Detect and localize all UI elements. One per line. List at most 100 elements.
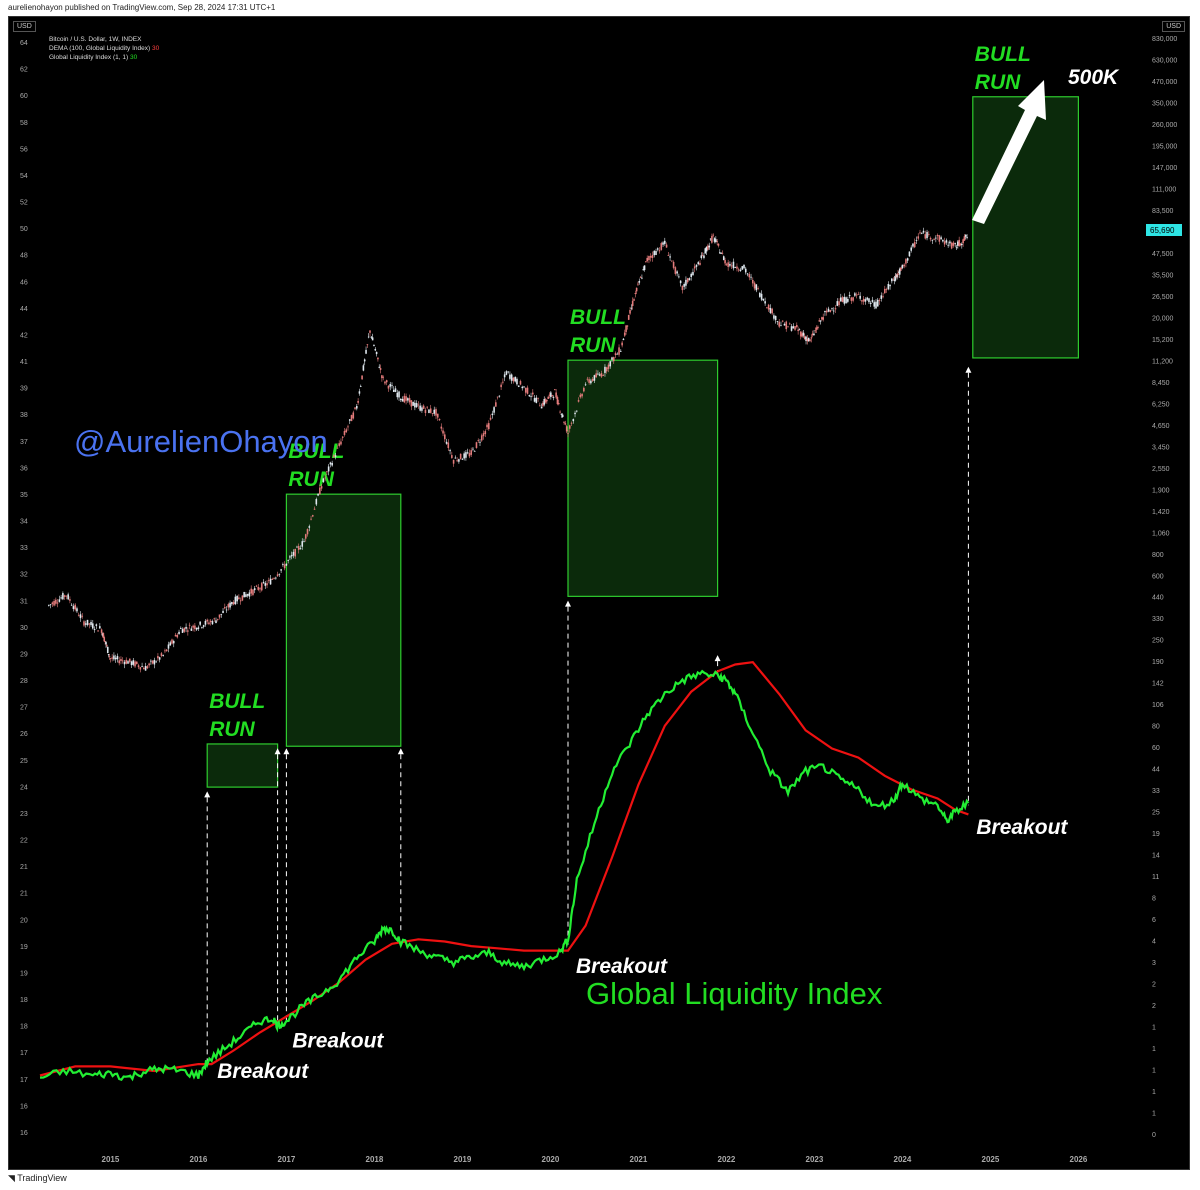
candle-body	[546, 399, 548, 402]
candle-body	[371, 337, 374, 341]
candle-body	[746, 273, 749, 275]
right-tick-label: 83,500	[1152, 208, 1174, 215]
candle-body	[101, 633, 104, 636]
candle-body	[384, 381, 386, 384]
candle-body	[841, 297, 844, 302]
candle-body	[162, 654, 164, 656]
candle-body	[555, 392, 557, 398]
candle-body	[572, 419, 575, 422]
right-tick-label: 1	[1152, 1111, 1156, 1118]
right-currency-label[interactable]: USD	[1162, 21, 1185, 32]
candle-body	[857, 294, 860, 295]
legend-gli[interactable]: Global Liquidity Index (1, 1) 30	[49, 53, 159, 62]
right-tick-label: 147,000	[1152, 165, 1177, 172]
candle-body	[535, 397, 538, 403]
candle-body	[245, 594, 247, 597]
candle-body	[926, 231, 928, 239]
legend-gli-label: Global Liquidity Index (1, 1)	[49, 54, 129, 61]
candle-body	[919, 232, 921, 234]
candle-body	[625, 325, 627, 332]
bull-run-label: RUN	[570, 334, 616, 357]
candle-body	[283, 564, 286, 569]
left-axis: 64 62 60 58 56 54 52 50 48 46 44 42 41 39 38 37 36 35 34 33…	[20, 40, 28, 1137]
right-tick-label: 15,200	[1152, 337, 1174, 344]
candle-body	[847, 299, 849, 302]
candle-body	[958, 239, 960, 246]
candle-body	[533, 398, 536, 402]
legend-symbol[interactable]: Bitcoin / U.S. Dollar, 1W, INDEX	[49, 36, 142, 43]
candle-body	[116, 655, 119, 660]
candle-body	[570, 422, 573, 424]
candle-body	[153, 659, 156, 665]
candle-body	[803, 336, 806, 340]
candle-body	[952, 242, 955, 246]
candle-body	[799, 331, 802, 337]
candle-body	[400, 398, 402, 401]
candle-body	[178, 631, 180, 635]
candle-body	[419, 405, 421, 411]
candle-body	[656, 248, 659, 250]
candle-body	[104, 641, 106, 642]
candle-body	[105, 642, 107, 645]
candle-body	[917, 236, 920, 239]
candle-body	[544, 399, 547, 403]
candle-body	[674, 267, 677, 274]
candle-body	[167, 644, 170, 649]
candle-body	[276, 574, 279, 577]
candle-body	[213, 618, 216, 620]
candle-body	[806, 338, 809, 342]
candle-body	[146, 666, 149, 669]
tradingview-logo[interactable]: ◥ TradingView	[8, 1173, 67, 1183]
candle-body	[502, 381, 504, 383]
candle-body	[461, 459, 464, 460]
left-tick-label: 60	[20, 93, 28, 100]
left-tick-label: 26	[20, 731, 28, 738]
candle-body	[732, 261, 735, 269]
candle-body	[963, 236, 966, 241]
right-tick-label: 1	[1152, 1025, 1156, 1032]
candle-body	[241, 595, 244, 601]
candle-body	[387, 385, 390, 389]
left-tick-label: 32	[20, 572, 28, 579]
candle-body	[392, 389, 395, 392]
candle-body	[616, 353, 619, 355]
candle-body	[433, 409, 436, 414]
candle-body	[898, 272, 900, 273]
right-tick-label: 6,250	[1152, 401, 1170, 408]
breakout-label: Breakout	[576, 955, 668, 978]
candle-body	[950, 242, 953, 249]
candle-body	[631, 300, 634, 306]
candle-body	[893, 279, 896, 282]
candle-body	[343, 431, 346, 435]
candle-body	[743, 264, 745, 269]
candle-body	[412, 401, 414, 406]
candle-body	[199, 621, 201, 625]
left-tick-label: 54	[20, 173, 28, 180]
candle-body	[901, 264, 904, 268]
candle-body	[807, 337, 810, 342]
candle-body	[634, 292, 637, 294]
candle-body	[774, 315, 777, 321]
bull-run-label: BULL	[570, 306, 626, 329]
left-currency-label[interactable]: USD	[13, 21, 36, 32]
left-tick-label: 19	[20, 944, 28, 951]
candle-body	[651, 254, 654, 259]
candle-body	[197, 627, 200, 629]
candle-body	[202, 625, 205, 627]
candle-body	[477, 440, 480, 442]
dema-line	[39, 661, 969, 1077]
candle-body	[510, 374, 513, 381]
candle-body	[605, 367, 608, 372]
candle-body	[947, 244, 949, 246]
candle-body	[224, 607, 226, 609]
legend-dema[interactable]: DEMA (100, Global Liquidity Index) 30	[49, 44, 159, 53]
candle-body	[496, 396, 499, 398]
left-tick-label: 30	[20, 625, 28, 632]
chart-legend: Bitcoin / U.S. Dollar, 1W, INDEX DEMA (1…	[49, 35, 159, 62]
candle-body	[639, 277, 642, 278]
candle-body	[137, 665, 140, 668]
candle-body	[456, 460, 458, 462]
candle-body	[638, 281, 641, 283]
candle-body	[194, 625, 196, 630]
